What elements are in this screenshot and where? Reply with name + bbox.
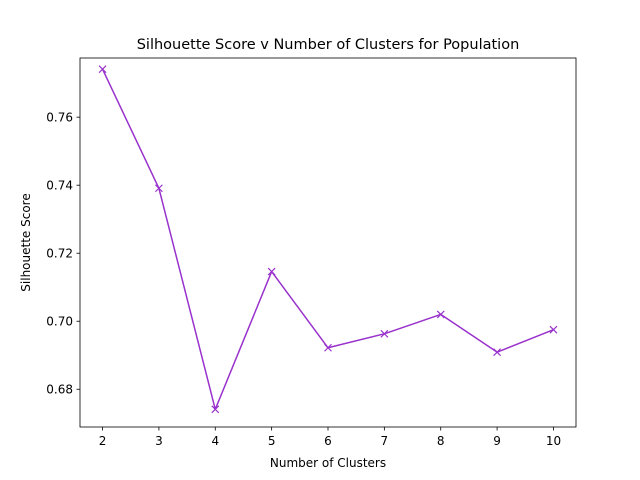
data-point-marker bbox=[211, 405, 220, 414]
y-tick-label: 0.72 bbox=[46, 247, 73, 261]
chart-title: Silhouette Score v Number of Clusters fo… bbox=[137, 37, 520, 53]
x-tick-label: 7 bbox=[381, 434, 389, 448]
data-point-marker bbox=[324, 343, 332, 352]
data-point-marker bbox=[549, 325, 558, 334]
x-tick-label: 5 bbox=[268, 434, 276, 448]
y-axis-label: Silhouette Score bbox=[19, 193, 33, 291]
x-tick-label: 9 bbox=[493, 434, 501, 448]
x-tick-label: 3 bbox=[155, 434, 163, 448]
y-tick-label: 0.74 bbox=[46, 178, 73, 192]
y-tick-label: 0.70 bbox=[46, 315, 73, 329]
x-tick-label: 8 bbox=[437, 434, 445, 448]
x-tick-label: 10 bbox=[546, 434, 561, 448]
data-point-marker bbox=[380, 329, 389, 338]
x-tick-label: 2 bbox=[99, 434, 107, 448]
plot-area: 2 3 4 5 6 7 8 9 10 0.68 0.70 0.72 0.74 0.76 bbox=[46, 57, 577, 448]
series-layer bbox=[98, 65, 558, 414]
y-axis-ticks: 0.68 0.70 0.72 0.74 0.76 bbox=[46, 110, 80, 397]
data-point-marker bbox=[267, 267, 276, 276]
x-tick-label: 4 bbox=[211, 434, 219, 448]
y-tick-label: 0.76 bbox=[46, 110, 73, 124]
data-point-marker bbox=[493, 348, 502, 357]
x-axis-label: Number of Clusters bbox=[270, 456, 386, 470]
data-point-marker bbox=[154, 184, 163, 193]
x-axis-ticks: 2 3 4 5 6 7 8 9 10 bbox=[99, 427, 561, 448]
x-tick-label: 6 bbox=[324, 434, 332, 448]
data-point-marker bbox=[436, 310, 445, 319]
data-point-marker bbox=[98, 65, 107, 74]
y-tick-label: 0.68 bbox=[46, 383, 73, 397]
